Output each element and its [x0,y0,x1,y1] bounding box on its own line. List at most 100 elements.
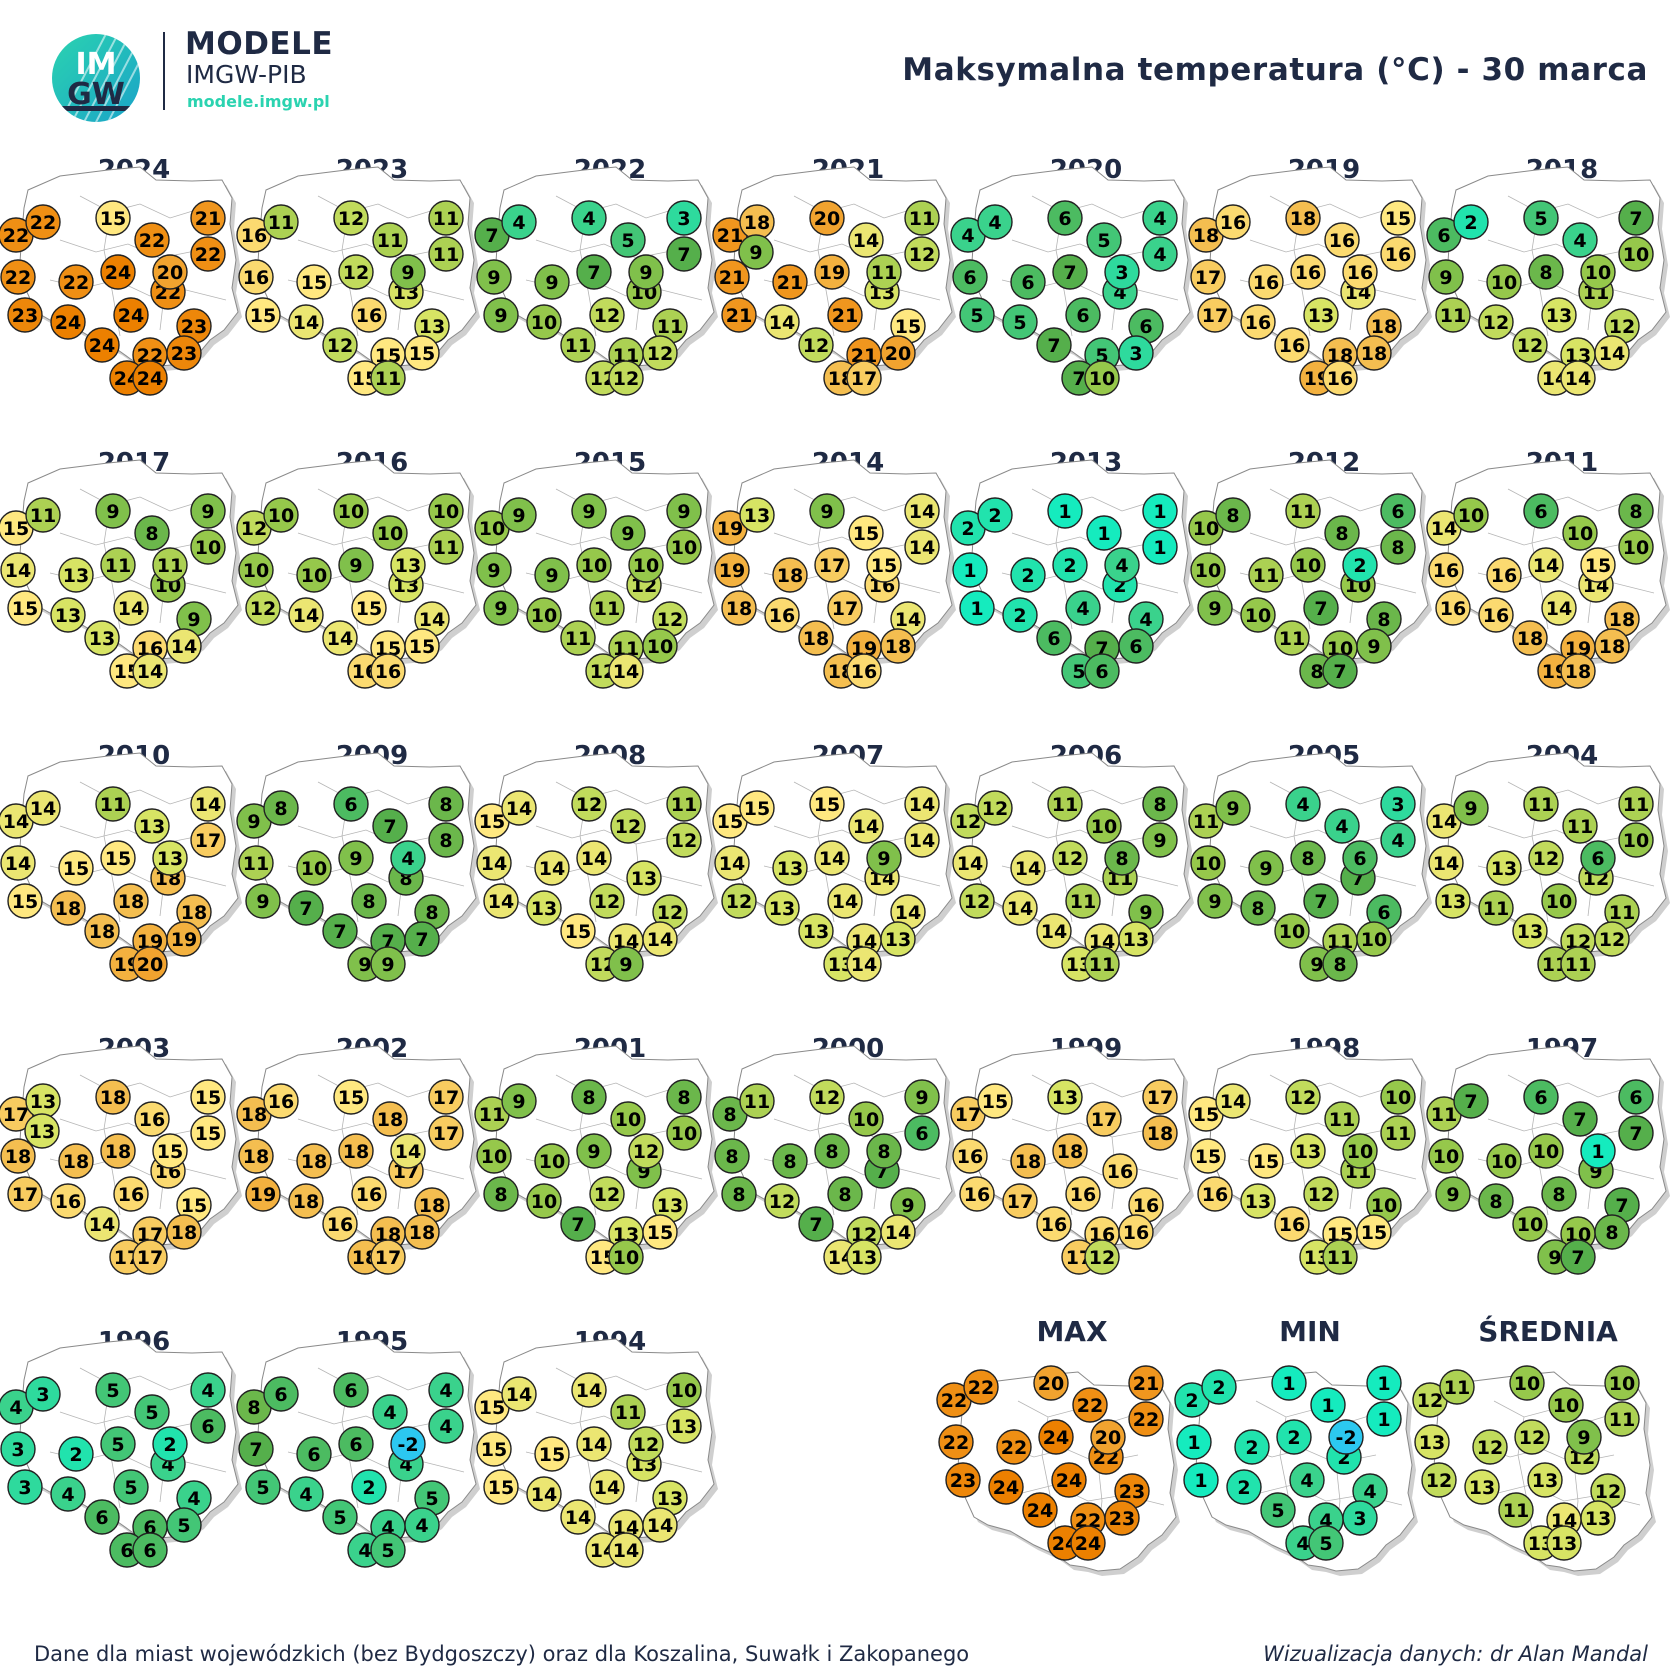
value-label: 18 [1609,609,1635,631]
city-marker: 11 [95,786,131,822]
value-label: 14 [613,931,639,953]
value-label: 8 [1153,794,1166,816]
value-label: 2 [961,518,974,540]
city-marker: 13 [764,890,800,926]
city-marker: 14 [880,1214,916,1250]
city-marker: 11 [1047,786,1083,822]
value-label: 14 [1565,368,1591,390]
city-marker: 14 [414,601,450,637]
city-marker: 9 [501,1083,537,1119]
value-label: 6 [1047,628,1060,650]
city-marker: 4 [501,204,537,240]
value-label: 22 [941,1390,967,1412]
city-marker: 10 [296,850,332,886]
map-panel-2008: 2008151412121112141414131413121215141412… [474,741,718,982]
city-marker: 6 [1047,200,1083,236]
value-label: 15 [100,208,126,230]
value-label: 18 [409,1222,435,1244]
marker-circle [1594,628,1630,664]
city-marker: 16 [50,1183,86,1219]
value-label: 6 [1391,501,1404,523]
city-marker: 6 [1618,1079,1654,1115]
city-marker: 14 [1426,803,1462,839]
value-label: 10 [1327,638,1353,660]
city-marker: 11 [428,200,464,236]
city-marker: 11 [1426,1096,1462,1132]
value-label: 14 [481,853,507,875]
marker-circle [1541,297,1577,333]
marker-circle [1324,515,1360,551]
city-marker: 16 [846,653,882,689]
value-label: 14 [1551,1510,1577,1532]
value-label: 9 [349,555,362,577]
value-label: 17 [1195,267,1221,289]
marker-circle [1486,850,1522,886]
value-label: 9 [545,272,558,294]
marker-circle [1036,620,1072,656]
marker-circle [959,590,995,626]
city-marker: 13 [134,808,170,844]
map-panel-2004: 2004149111111101413121213111011131212111… [1426,741,1670,982]
value-label: 13 [851,1247,877,1269]
value-label: 8 [677,1087,690,1109]
marker-circle [1562,1101,1598,1137]
marker-circle [0,1431,36,1467]
value-label: 8 [1335,523,1348,545]
value-label: 6 [274,1384,287,1406]
value-label: 24 [1075,1533,1101,1555]
city-marker: 10 [372,515,408,551]
marker-circle [25,790,61,826]
value-label: 18 [419,1195,445,1217]
value-label: 10 [301,858,327,880]
city-marker: 15 [474,803,510,839]
city-marker: 7 [798,1206,834,1242]
marker-circle [1072,1387,1108,1423]
value-label: 6 [201,1416,214,1438]
city-marker: 14 [642,921,678,957]
marker-circle [938,1424,974,1460]
marker-circle [404,1507,440,1543]
value-label: 21 [851,345,877,367]
marker-circle [1047,1079,1083,1115]
value-label: 13 [1546,305,1572,327]
marker-circle [1142,529,1178,565]
city-marker: 23 [166,335,202,371]
panel-title: ŚREDNIA [1478,1314,1618,1348]
city-marker: 18 [338,1133,374,1169]
city-marker: -2 [390,1426,426,1462]
value-label: 11 [268,212,294,234]
city-marker: 9 [608,946,644,982]
value-label: 6 [1076,305,1089,327]
map-panel-1997: 199711767671010109988710108971 [1426,1034,1670,1275]
city-marker: 18 [236,1096,272,1132]
marker-circle [50,890,86,926]
marker-circle [1562,515,1598,551]
marker-circle [1052,1133,1088,1169]
city-marker: 9 [1435,1176,1471,1212]
marker-circle [1052,547,1088,583]
footer-note: Dane dla miast wojewódzkich (bez Bydgosz… [34,1642,970,1666]
value-label: 13 [419,316,445,338]
marker-circle [152,547,188,583]
map-panel-2020: 2020446544667455667537103 [950,155,1194,396]
value-label: 15 [250,305,276,327]
city-marker: 13 [1541,297,1577,333]
city-marker: 6 [904,1115,940,1151]
marker-circle [1566,1419,1602,1455]
marker-circle [1342,254,1378,290]
value-label: 9 [487,267,500,289]
map-panel-2015: 2015109999109910129101112111110121410 [474,448,718,689]
value-label: 18 [293,1191,319,1213]
city-marker: 15 [483,1469,519,1505]
city-marker: 16 [351,1176,387,1212]
city-marker: 9 [1428,259,1464,295]
value-label: 13 [1245,1191,1271,1213]
city-marker: 12 [1604,308,1640,344]
marker-circle [100,1426,136,1462]
marker-circle [263,497,299,533]
city-marker: 10 [534,1143,570,1179]
value-label: 8 [425,902,438,924]
city-marker: 14 [827,883,863,919]
value-label: 17 [433,1087,459,1109]
marker-circle [1356,921,1392,957]
